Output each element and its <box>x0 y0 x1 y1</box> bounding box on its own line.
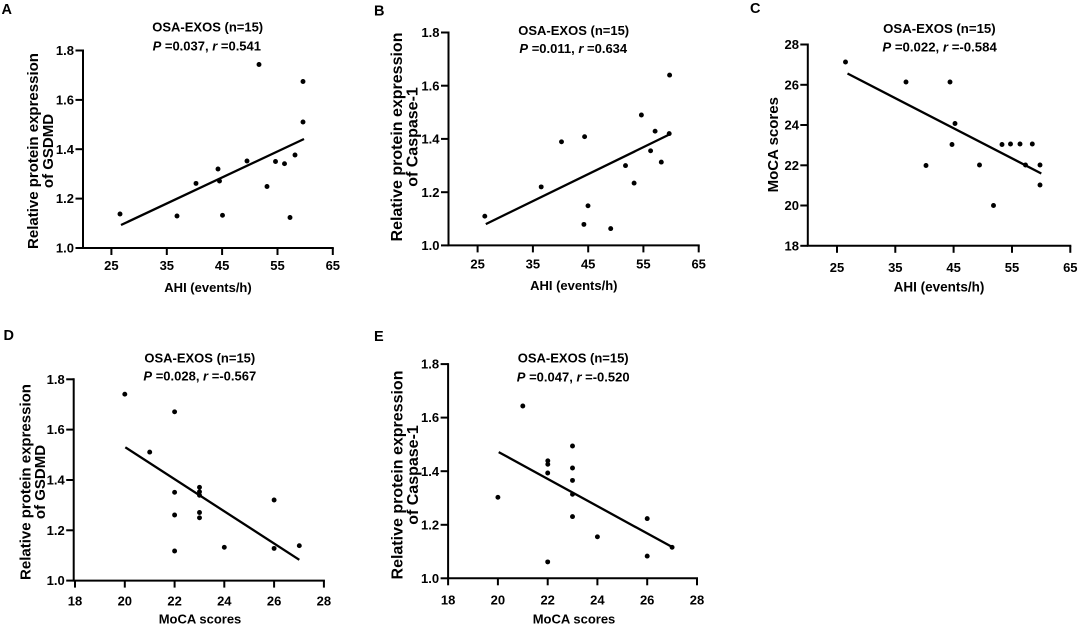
svg-text:OSA-EXOS (n=15): OSA-EXOS (n=15) <box>152 19 263 34</box>
svg-text:65: 65 <box>326 258 340 273</box>
svg-text:18: 18 <box>441 593 455 608</box>
svg-text:20: 20 <box>118 594 132 609</box>
svg-text:55: 55 <box>636 257 650 272</box>
svg-text:45: 45 <box>581 257 595 272</box>
svg-text:AHI (events/h): AHI (events/h) <box>894 279 985 294</box>
svg-text:24: 24 <box>590 593 605 608</box>
svg-text:26: 26 <box>267 594 281 609</box>
svg-text:1.4: 1.4 <box>421 132 440 147</box>
svg-text:of Caspase-1: of Caspase-1 <box>405 87 422 187</box>
svg-text:65: 65 <box>1063 260 1077 275</box>
svg-text:26: 26 <box>785 77 799 92</box>
svg-text:26: 26 <box>640 593 654 608</box>
svg-text:P =0.022, r =-0.584: P =0.022, r =-0.584 <box>882 40 997 55</box>
svg-text:OSA-EXOS (n=15): OSA-EXOS (n=15) <box>518 23 629 38</box>
svg-text:Relative protein expression: Relative protein expression <box>389 33 406 242</box>
svg-text:25: 25 <box>470 257 484 272</box>
svg-text:1.6: 1.6 <box>56 93 74 108</box>
svg-text:Relative protein expression: Relative protein expression <box>25 53 42 249</box>
svg-text:P =0.028, r =-0.567: P =0.028, r =-0.567 <box>143 368 256 383</box>
svg-text:1.6: 1.6 <box>421 410 439 425</box>
svg-text:20: 20 <box>491 593 505 608</box>
svg-text:1.4: 1.4 <box>421 464 440 479</box>
svg-text:28: 28 <box>785 37 799 52</box>
svg-text:45: 45 <box>946 260 960 275</box>
svg-text:C: C <box>750 1 761 17</box>
svg-text:18: 18 <box>68 594 82 609</box>
svg-text:1.4: 1.4 <box>47 473 66 488</box>
svg-text:22: 22 <box>785 158 799 173</box>
svg-text:22: 22 <box>540 593 554 608</box>
svg-text:20: 20 <box>785 198 799 213</box>
svg-text:1.2: 1.2 <box>47 523 65 538</box>
svg-text:1.0: 1.0 <box>56 241 74 256</box>
svg-text:55: 55 <box>270 258 284 273</box>
svg-text:22: 22 <box>167 594 181 609</box>
svg-text:1.2: 1.2 <box>421 185 439 200</box>
svg-text:MoCA scores: MoCA scores <box>159 612 242 627</box>
svg-text:1.8: 1.8 <box>56 43 74 58</box>
svg-text:35: 35 <box>160 258 174 273</box>
svg-text:35: 35 <box>888 260 902 275</box>
svg-text:of GSDMD: of GSDMD <box>40 114 57 188</box>
svg-text:Relative protein expression: Relative protein expression <box>17 384 34 580</box>
svg-text:45: 45 <box>215 258 229 273</box>
svg-text:55: 55 <box>1005 260 1019 275</box>
svg-text:25: 25 <box>104 258 118 273</box>
svg-text:of Caspase-1: of Caspase-1 <box>405 425 422 525</box>
svg-text:AHI (events/h): AHI (events/h) <box>164 280 251 295</box>
svg-text:MoCA scores: MoCA scores <box>533 612 616 627</box>
svg-text:28: 28 <box>690 593 704 608</box>
svg-text:65: 65 <box>691 257 705 272</box>
svg-text:1.0: 1.0 <box>421 238 439 253</box>
svg-text:1.6: 1.6 <box>47 422 65 437</box>
svg-text:1.2: 1.2 <box>421 517 439 532</box>
svg-text:AHI (events/h): AHI (events/h) <box>530 278 617 293</box>
svg-text:24: 24 <box>217 594 232 609</box>
svg-text:of GSDMD: of GSDMD <box>32 445 49 519</box>
svg-text:1.8: 1.8 <box>47 372 65 387</box>
svg-text:1.2: 1.2 <box>56 191 74 206</box>
svg-text:P =0.047, r =-0.520: P =0.047, r =-0.520 <box>517 369 630 384</box>
svg-text:OSA-EXOS (n=15): OSA-EXOS (n=15) <box>144 350 255 365</box>
svg-text:A: A <box>2 2 13 18</box>
svg-text:1.8: 1.8 <box>421 25 439 40</box>
svg-text:E: E <box>374 329 384 345</box>
svg-text:28: 28 <box>317 594 331 609</box>
svg-text:35: 35 <box>526 257 540 272</box>
svg-text:24: 24 <box>785 118 800 133</box>
svg-text:D: D <box>4 328 14 344</box>
svg-text:OSA-EXOS (n=15): OSA-EXOS (n=15) <box>883 21 996 36</box>
svg-text:OSA-EXOS (n=15): OSA-EXOS (n=15) <box>518 351 629 366</box>
svg-text:25: 25 <box>830 260 844 275</box>
svg-text:P =0.037, r =0.541: P =0.037, r =0.541 <box>153 38 261 53</box>
svg-text:1.4: 1.4 <box>56 142 75 157</box>
svg-text:18: 18 <box>785 238 799 253</box>
svg-text:1.0: 1.0 <box>47 573 65 588</box>
svg-text:B: B <box>374 4 384 20</box>
svg-text:1.8: 1.8 <box>421 357 439 372</box>
svg-text:1.6: 1.6 <box>421 78 439 93</box>
svg-text:Relative protein expression: Relative protein expression <box>390 371 407 580</box>
svg-text:1.0: 1.0 <box>421 571 439 586</box>
svg-text:P =0.011, r =0.634: P =0.011, r =0.634 <box>519 41 627 56</box>
svg-text:MoCA scores: MoCA scores <box>765 97 782 192</box>
